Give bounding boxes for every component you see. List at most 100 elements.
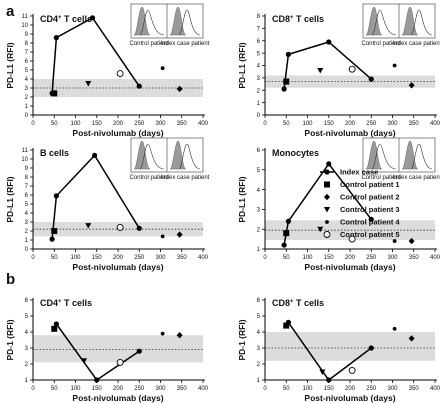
- point-control-patient-2: [176, 85, 183, 93]
- chart-mono-pdl1: 1 2 3 4 5 6 0 50 100 150 200 250 300 350 400 Post-nivol…: [237, 137, 440, 272]
- x-tick-label: 350: [177, 255, 188, 261]
- inset-label-control: Control patient: [129, 41, 168, 47]
- legend-marker-control-patient-2: [324, 193, 330, 201]
- x-tick-label: 400: [430, 386, 440, 392]
- pdl1-histogram: [178, 9, 201, 36]
- x-tick-label: 400: [198, 255, 209, 261]
- chart-title: CD4+ T cells: [40, 14, 92, 24]
- histogram-inset: [362, 3, 436, 39]
- x-tick-label: 100: [302, 386, 313, 392]
- point-index-case: [53, 321, 59, 327]
- y-tick-label: 6: [25, 193, 29, 199]
- y-tick-label: 0: [25, 247, 29, 253]
- x-tick-label: 150: [92, 255, 103, 261]
- y-tick-label: 2: [257, 227, 261, 233]
- y-tick-label: 11: [22, 148, 29, 154]
- chart-title: CD8+ T cells: [272, 298, 324, 308]
- point-control-patient-5: [116, 223, 124, 231]
- point-control-patient-5: [348, 235, 356, 243]
- point-index-case: [368, 216, 374, 222]
- chart-title: B cells: [40, 148, 69, 158]
- chart-title: CD8+ T cells: [272, 14, 324, 24]
- x-tick-label: 400: [198, 121, 209, 127]
- pdl1-histogram: [139, 143, 165, 170]
- chart-title: Monocytes: [272, 148, 319, 158]
- x-tick-label: 200: [345, 255, 356, 261]
- point-control-patient-5: [116, 70, 124, 78]
- x-tick-label: 350: [177, 386, 188, 392]
- x-tick-label: 0: [263, 121, 267, 127]
- x-tick-label: 300: [155, 255, 166, 261]
- y-tick-label: 4: [25, 330, 29, 336]
- point-control-patient-1: [51, 228, 58, 234]
- y-tick-label: 6: [25, 298, 29, 304]
- point-control-patient-4: [160, 66, 165, 71]
- inset-label-index: Index case patient: [161, 41, 210, 47]
- x-tick-label: 350: [409, 255, 420, 261]
- x-tick-label: 400: [430, 121, 440, 127]
- y-tick-label: 1: [257, 378, 261, 384]
- point-index-case: [281, 86, 287, 92]
- y-tick-label: 9: [25, 32, 29, 38]
- x-tick-label: 50: [283, 255, 290, 261]
- x-tick-label: 200: [345, 386, 356, 392]
- histogram-inset: [130, 137, 204, 173]
- y-tick-label: 3: [25, 220, 29, 226]
- y-tick-label: 5: [25, 68, 29, 74]
- legend: Index case Control patient 1 Control patie…: [320, 168, 400, 239]
- y-tick-label: 2: [257, 88, 261, 94]
- y-tick-label: 2: [25, 95, 29, 101]
- x-tick-label: 350: [409, 386, 420, 392]
- point-index-case: [94, 377, 100, 383]
- y-tick-label: 5: [257, 314, 261, 320]
- legend-label-index-case: Index case: [340, 168, 378, 177]
- point-control-patient-3: [81, 358, 87, 364]
- legend-label-control-patient-2: Control patient 2: [340, 193, 400, 202]
- inset-label-control: Control patient: [361, 41, 400, 47]
- point-control-patient-5: [348, 366, 356, 374]
- normal-range-band: [265, 75, 435, 88]
- legend-marker-index-case: [324, 169, 330, 175]
- point-index-case: [136, 225, 142, 231]
- x-tick-label: 400: [430, 255, 440, 261]
- normal-range-band: [265, 332, 435, 361]
- y-tick-label: 1: [257, 101, 261, 107]
- y-tick-label: 6: [257, 39, 261, 45]
- x-tick-label: 300: [387, 255, 398, 261]
- y-tick-label: 4: [25, 211, 29, 217]
- pdl1-histogram: [410, 143, 433, 170]
- inset-label-index: Index case patient: [393, 175, 440, 181]
- legend-label-control-patient-4: Control patient 4: [340, 218, 400, 227]
- point-control-patient-4: [160, 234, 165, 239]
- x-tick-label: 0: [31, 255, 35, 261]
- legend-marker-control-patient-3: [324, 207, 330, 213]
- y-tick-label: 7: [257, 27, 261, 33]
- legend-label-control-patient-1: Control patient 1: [340, 180, 400, 189]
- legend-marker-control-patient-5: [323, 231, 331, 238]
- histogram-inset: [130, 3, 204, 39]
- point-index-case: [89, 15, 96, 21]
- x-tick-label: 350: [177, 121, 188, 127]
- inset-label-control: Control patient: [129, 175, 168, 181]
- chart-bcells-pdl1: 0 1 2 3 4 5 6 7 8 9 10 11 0 50 100 150 200 250 300 350 400 Po…: [5, 137, 210, 272]
- panel-label-a: a: [6, 3, 15, 20]
- legend-label-control-patient-3: Control patient 3: [340, 205, 400, 214]
- point-control-patient-3: [319, 369, 326, 375]
- y-tick-label: 3: [257, 208, 261, 214]
- normal-range-band: [265, 220, 435, 241]
- point-index-case: [136, 83, 142, 89]
- chart-cd4-pd1: 1 2 3 4 5 6 0 50 100 150 200 250 300 350 400 Post-nivol…: [5, 298, 209, 403]
- x-tick-label: 150: [324, 121, 335, 127]
- y-tick-label: 2: [25, 362, 29, 368]
- x-axis-label: Post-nivolumab (days): [72, 262, 163, 272]
- y-tick-label: 6: [257, 148, 261, 154]
- y-tick-label: 6: [257, 298, 261, 304]
- pdl1-histogram: [178, 143, 201, 170]
- y-tick-label: 3: [257, 76, 261, 82]
- x-tick-label: 0: [31, 121, 35, 127]
- y-tick-label: 10: [21, 157, 28, 163]
- point-index-case: [326, 39, 332, 45]
- x-tick-label: 50: [51, 121, 58, 127]
- y-tick-label: 4: [25, 77, 29, 83]
- y-tick-label: 3: [25, 346, 29, 352]
